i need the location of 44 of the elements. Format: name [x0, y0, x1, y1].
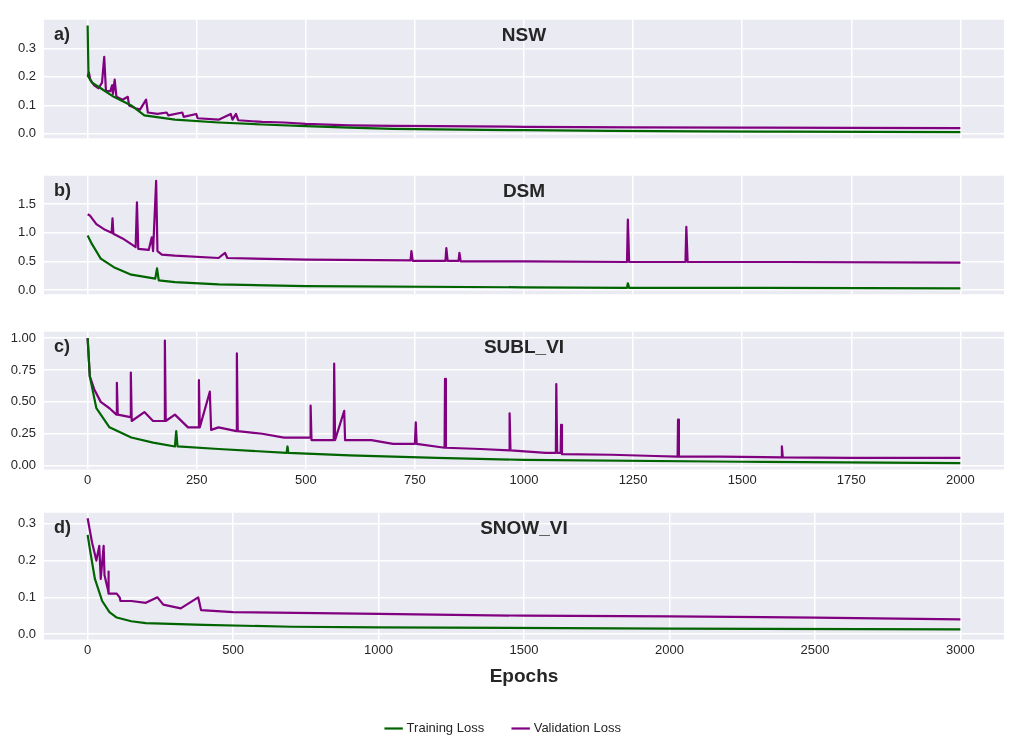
x-tick-label: 1250 [618, 471, 648, 487]
chart-title: DSM [502, 179, 546, 201]
x-tick-label: 2000 [654, 641, 684, 657]
x-tick-label: 0 [84, 641, 92, 657]
y-tick-label: 0.25 [10, 425, 36, 441]
y-tick-label: 0.5 [17, 253, 36, 269]
y-tick-label: 0.1 [17, 588, 36, 604]
legend-label: Training Loss [406, 720, 485, 736]
x-tick-label: 750 [404, 471, 426, 487]
x-tick-label: 3000 [945, 641, 975, 657]
chart-title: SNOW_VI [480, 516, 568, 538]
annotation: a) [54, 23, 71, 44]
x-tick-label: 1500 [509, 641, 539, 657]
y-tick-label: 0.1 [17, 96, 36, 112]
y-tick-label: 1.00 [10, 329, 36, 345]
x-tick-label: 500 [222, 641, 244, 657]
y-tick-label: 0.0 [17, 625, 36, 641]
x-axis-title: Epochs [489, 664, 559, 686]
x-tick-label: 1000 [364, 641, 394, 657]
y-tick-label: 0.2 [17, 68, 36, 84]
y-tick-label: 0.3 [17, 515, 36, 531]
y-tick-label: 0.3 [17, 39, 36, 55]
y-tick-label: 1.5 [17, 195, 36, 211]
annotation: d) [54, 516, 71, 537]
x-tick-label: 0 [84, 471, 92, 487]
x-tick-label: 2500 [800, 641, 830, 657]
x-tick-label: 250 [185, 471, 208, 487]
y-tick-label: 0.2 [17, 552, 36, 568]
y-tick-label: 1.0 [17, 224, 36, 240]
chart-title: SUBL_VI [483, 335, 565, 357]
legend-label: Validation Loss [533, 720, 622, 736]
y-tick-label: 0.75 [10, 361, 36, 377]
y-tick-label: 0.0 [17, 125, 36, 141]
x-tick-label: 2000 [945, 471, 975, 487]
chart-title: NSW [501, 23, 547, 45]
x-tick-label: 1750 [836, 471, 866, 487]
y-tick-label: 0.50 [10, 393, 36, 409]
x-tick-label: 1500 [727, 471, 757, 487]
x-tick-label: 1000 [509, 471, 539, 487]
x-tick-label: 500 [294, 471, 317, 487]
y-tick-label: 0.00 [10, 457, 36, 473]
y-tick-label: 0.0 [17, 281, 36, 297]
annotation: b) [54, 179, 71, 200]
annotation: c) [54, 335, 71, 356]
